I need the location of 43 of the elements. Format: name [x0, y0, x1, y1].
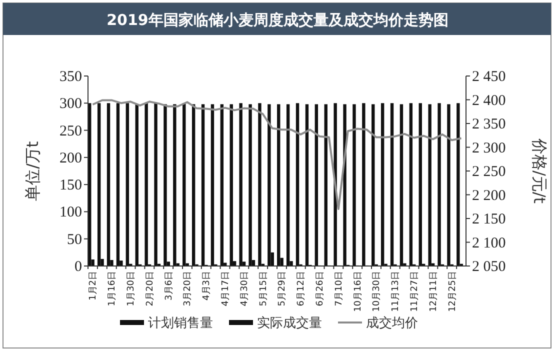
- y2-tick-label: 2 050: [472, 259, 506, 275]
- y2-tick-label: 2 300: [472, 140, 506, 156]
- x-tick-label: 4月3日: [202, 271, 212, 300]
- y-tick-label: 50: [67, 232, 82, 248]
- legend-label: 实际成交量: [257, 315, 322, 331]
- x-tick-label: 1月16日: [108, 271, 118, 306]
- x-tick-label: 12月11日: [428, 271, 439, 312]
- y2-tick-label: 2 200: [472, 188, 506, 204]
- legend-label: 计划销售量: [148, 316, 213, 331]
- y2-tick-label: 2 100: [472, 235, 506, 252]
- x-tick-label: 6月12日: [296, 271, 307, 306]
- x-tick-label: 10月30日: [372, 271, 382, 312]
- x-tick-label: 4月30日: [240, 271, 250, 306]
- chart-title: 2019年国家临储小麦周度成交量及成交均价走势图: [106, 11, 448, 29]
- x-tick-label: 4月17日: [221, 271, 232, 306]
- y2-tick-label: 2 250: [472, 164, 506, 180]
- x-tick-label: 1月2日: [88, 271, 99, 300]
- x-tick-label: 10月16日: [353, 271, 364, 312]
- y2-tick-label: 2 400: [472, 92, 506, 109]
- y-tick-label: 0: [74, 259, 82, 275]
- x-tick-label: 2月20日: [145, 271, 156, 306]
- y-tick-label: 250: [60, 123, 82, 140]
- y-tick-label: 200: [60, 150, 82, 166]
- x-tick-label: 3月6日: [164, 271, 174, 300]
- y2-axis-title: 价格/元/t: [530, 137, 549, 204]
- y2-tick-label: 2 450: [472, 69, 506, 85]
- x-tick-label: 7月10日: [334, 271, 344, 306]
- x-tick-label: 11月27日: [410, 271, 420, 312]
- x-tick-label: 6月26日: [316, 271, 326, 306]
- x-tick-label: 5月29日: [278, 271, 288, 306]
- legend-label: 成交均价: [366, 315, 418, 331]
- y2-tick-label: 2 350: [472, 116, 506, 132]
- x-tick-label: 3月20日: [183, 271, 194, 306]
- y-tick-label: 100: [60, 204, 82, 221]
- y-tick-label: 300: [60, 96, 82, 112]
- y-tick-label: 150: [60, 178, 82, 194]
- x-tick-label: 5月15日: [258, 271, 269, 306]
- x-tick-label: 1月30日: [126, 271, 137, 306]
- x-tick-label: 11月13日: [391, 271, 402, 312]
- y-axis-title: 单位/万t: [23, 141, 42, 201]
- y-tick-label: 350: [60, 69, 82, 85]
- y2-tick-label: 2 150: [472, 212, 506, 228]
- x-tick-label: 12月25日: [448, 271, 458, 312]
